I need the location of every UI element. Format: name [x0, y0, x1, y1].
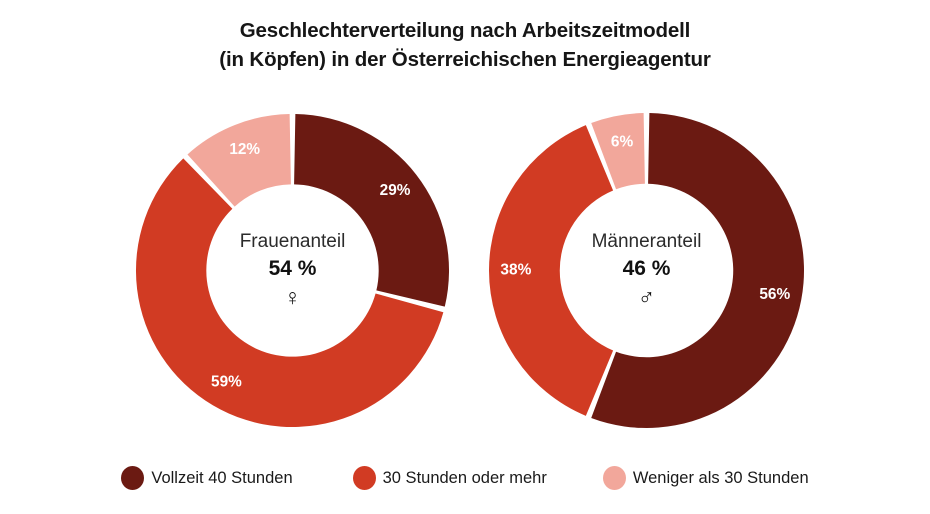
legend-item[interactable]: 30 Stunden oder mehr — [352, 466, 547, 490]
donut-slice-label: 12% — [229, 141, 260, 158]
chart-title-line-2: (in Köpfen) in der Österreichischen Ener… — [219, 48, 711, 72]
donut-slice-label: 59% — [211, 373, 242, 390]
legend-label: 30 Stunden oder mehr — [382, 468, 547, 487]
donut-slice[interactable] — [591, 113, 805, 429]
donut-chart-maenneranteil: 56% 38% 6% Männeranteil 46 % ♂ — [487, 111, 806, 430]
legend-swatch-icon — [352, 466, 376, 490]
donut-slice-label: 6% — [611, 133, 634, 150]
donut-slice-label: 38% — [500, 262, 531, 279]
donut-slice-label: 56% — [759, 286, 790, 303]
legend-item[interactable]: Weniger als 30 Stunden — [602, 466, 809, 490]
donut-slice-label: 29% — [380, 182, 411, 199]
donut-slice[interactable] — [488, 125, 614, 416]
donut-svg-frauenanteil: 29% 59% 12% — [135, 114, 450, 428]
legend-swatch-icon — [602, 466, 626, 490]
donut-svg-maenneranteil: 56% 38% 6% — [488, 113, 805, 429]
donut-slice[interactable] — [187, 114, 291, 207]
donut-slice[interactable] — [591, 113, 645, 190]
donut-chart-frauenanteil: 29% 59% 12% Frauenanteil 54 % ♀ — [134, 112, 451, 429]
donut-slice[interactable] — [294, 114, 450, 307]
chart-title: Geschlechterverteilung nach Arbeitszeitm… — [0, 16, 930, 74]
donut-slice[interactable] — [135, 158, 444, 428]
chart-title-line-1: Geschlechterverteilung nach Arbeitszeitm… — [239, 19, 691, 42]
donut-charts-area: 29% 59% 12% Frauenanteil 54 % ♀ 56% 38% 6% M… — [134, 111, 806, 430]
legend-label: Weniger als 30 Stunden — [632, 468, 809, 487]
legend-swatch-icon — [121, 466, 145, 490]
chart-legend: Vollzeit 40 Stunden 30 Stunden oder mehr W… — [0, 466, 930, 490]
legend-item[interactable]: Vollzeit 40 Stunden — [121, 466, 293, 490]
legend-label: Vollzeit 40 Stunden — [151, 468, 293, 487]
